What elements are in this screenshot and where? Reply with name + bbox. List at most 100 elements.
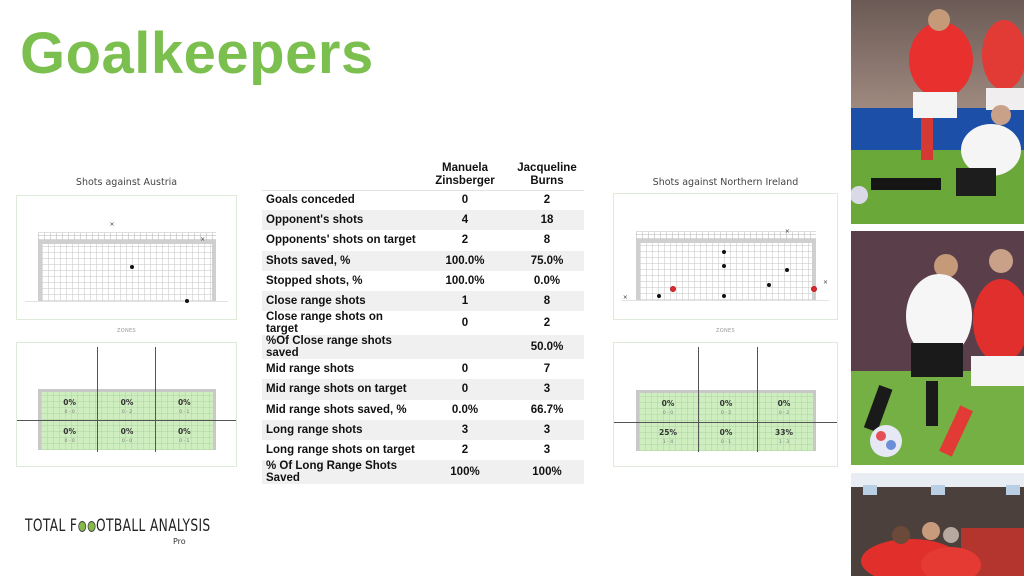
table-row: Mid range shots 0 7 (262, 359, 584, 379)
stat-label: Shots saved, % (262, 250, 420, 271)
saved-shot-marker (657, 293, 661, 298)
table-header-row: Manuela Zinsberger Jacqueline Burns (262, 160, 584, 191)
left-zone-grid: 0% 0 - 0 0% 0 - 2 0% 0 - 1 0% 0 - 0 0% 0 - 0 0% 0 -… (38, 389, 216, 450)
logo-text: F (69, 516, 78, 536)
zone-goals-shots: 1 - 3 (778, 440, 790, 445)
table-row: % Of Long Range Shots Saved 100% 100% (262, 460, 584, 485)
stat-value-zinsberger: 4 (420, 210, 510, 231)
zone-divider (698, 347, 699, 452)
football-icon (87, 521, 96, 532)
stat-value-zinsberger (420, 335, 510, 360)
stat-value-zinsberger: 0 (420, 379, 510, 400)
zone-goals-shots: 0 - 0 (64, 439, 75, 444)
zone-cell: 0% 0 - 0 (41, 421, 98, 450)
header-last-name: Zinsberger (435, 174, 495, 187)
zone-divider (757, 347, 758, 452)
saved-shot-marker (722, 264, 727, 269)
zone-goals-shots: 0 - 0 (121, 439, 133, 444)
zone-percentage: 0% (177, 427, 191, 436)
table-row: Shots saved, % 100.0% 75.0% (262, 250, 584, 271)
zone-percentage: 0% (777, 399, 791, 408)
zone-percentage: 0% (120, 427, 134, 436)
stat-label: % Of Long Range Shots Saved (262, 460, 420, 485)
table-row: Stopped shots, % 100.0% 0.0% (262, 271, 584, 291)
zone-percentage: 0% (177, 398, 191, 407)
zone-cell: 0% 0 - 1 (156, 392, 213, 421)
stat-label: Opponent's shots (262, 210, 420, 231)
saved-shot-marker (722, 293, 727, 298)
stat-value-burns: 0.0% (533, 274, 561, 287)
zone-cell: 0% 0 - 0 (639, 393, 697, 422)
zone-divider (614, 422, 837, 423)
missed-shot-icon: × (109, 220, 115, 228)
zone-percentage: 0% (661, 399, 675, 408)
stat-label: Mid range shots (266, 363, 355, 376)
zone-percentage: 0% (63, 398, 77, 407)
stat-value-zinsberger: 1 (420, 290, 510, 312)
football-icon (78, 521, 86, 532)
saved-shot-marker (722, 250, 727, 255)
zone-cell: 0% 0 - 0 (98, 421, 155, 450)
header-first-name: Jacqueline (517, 161, 577, 174)
stat-label: Long range shots on target (266, 443, 415, 456)
photo-dribble-image (851, 231, 1024, 465)
stat-value-burns: 75.0% (510, 250, 584, 271)
saved-shot-marker (767, 283, 772, 288)
zone-cell: 0% 0 - 0 (41, 392, 98, 421)
table-row: Long range shots 3 3 (262, 419, 584, 440)
left-shotmap-caption: Shots against Austria (75, 177, 178, 188)
logo-text: TOTAL (25, 516, 70, 536)
stat-value-zinsberger: 100.0% (420, 250, 510, 271)
stat-label: Long range shots (262, 419, 420, 440)
stat-label: Close range shots (262, 290, 420, 312)
photo-northern-ireland-player-dribble (851, 231, 1024, 465)
right-shotmap-caption: Shots against Northern Ireland (652, 177, 799, 188)
goal-net-top (38, 232, 216, 240)
stat-value-zinsberger: 100.0% (445, 274, 485, 287)
goal-frame (38, 240, 216, 301)
stat-label: Close range shots on target (266, 311, 383, 336)
goal-net-top (636, 231, 816, 239)
zone-goals-shots: 0 - 1 (179, 410, 190, 415)
missed-shot-icon: × (622, 294, 628, 302)
stat-value-zinsberger: 0 (461, 194, 469, 207)
stat-value-burns: 66.7% (530, 403, 564, 416)
right-shotmap: × × × (613, 193, 838, 320)
logo-text: OTBALL ANALYSIS (96, 516, 211, 536)
zone-cell: 0% 0 - 1 (697, 422, 755, 451)
right-zones-map: 0% 0 - 0 0% 0 - 2 0% 0 - 2 25% 1 - 4 0% 0 - 1 33% 1… (613, 342, 838, 467)
stat-value-burns: 3 (510, 379, 584, 400)
zone-goals-shots: 0 - 0 (662, 411, 674, 416)
zone-goals-shots: 0 - 0 (64, 410, 75, 415)
header-first-name: Manuela (441, 161, 488, 174)
stat-value-burns: 2 (543, 194, 551, 207)
right-zone-grid: 0% 0 - 0 0% 0 - 2 0% 0 - 2 25% 1 - 4 0% 0 - 1 33% 1… (636, 390, 816, 451)
goalkeeper-stats-table: Manuela Zinsberger Jacqueline Burns Goal… (262, 160, 584, 485)
zone-percentage: 0% (63, 427, 77, 436)
zone-cell: 0% 0 - 2 (697, 393, 755, 422)
stat-value-burns: 8 (543, 234, 551, 247)
label-header (262, 160, 420, 191)
stat-value-zinsberger: 0 (461, 363, 469, 376)
missed-shot-icon: × (784, 228, 790, 236)
zone-goals-shots: 0 - 2 (121, 410, 133, 415)
logo-pro-badge: Pro (173, 537, 186, 546)
stat-label: %Of Close range shots saved (262, 335, 420, 360)
photo-austria-team-celebration (851, 473, 1024, 576)
page-title: Goalkeepers (20, 21, 374, 86)
missed-shot-icon: × (822, 278, 829, 286)
stat-label: Opponents' shots on target (266, 234, 416, 247)
zone-percentage: 33% (775, 428, 793, 437)
stat-label: Mid range shots on target (262, 379, 420, 400)
ground-line (25, 301, 228, 302)
zone-goals-shots: 0 - 1 (179, 439, 190, 444)
saved-shot-marker (129, 265, 134, 270)
right-zones-label: ZONES (716, 328, 735, 334)
stat-label: Mid range shots saved, % (266, 403, 407, 416)
table-row: Mid range shots on target 0 3 (262, 379, 584, 400)
zone-cell: 33% 1 - 3 (755, 422, 813, 451)
stat-label: Stopped shots, % (266, 274, 363, 287)
goal-net (38, 232, 216, 301)
missed-shot-icon: × (200, 235, 206, 243)
stat-value-burns: 100% (510, 460, 584, 485)
